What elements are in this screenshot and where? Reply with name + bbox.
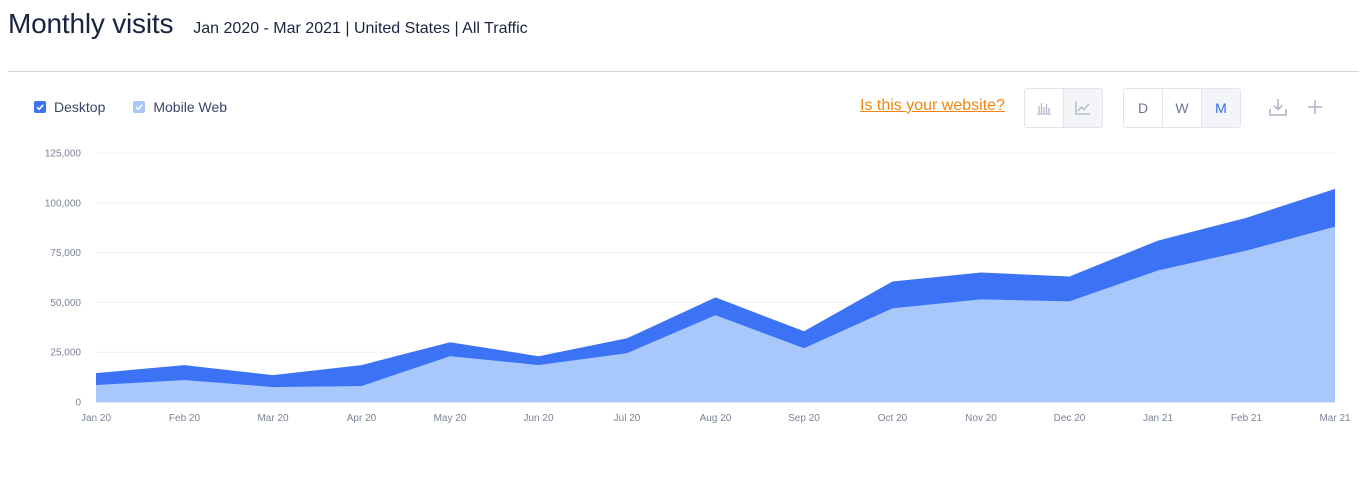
granularity-day-button[interactable]: D bbox=[1124, 89, 1162, 127]
chart-type-toggle bbox=[1024, 88, 1103, 128]
x-tick-label: Jun 20 bbox=[523, 413, 553, 424]
claim-website-link[interactable]: Is this your website? bbox=[860, 97, 1005, 114]
x-tick-label: May 20 bbox=[434, 413, 467, 424]
header-divider bbox=[8, 71, 1359, 72]
legend-label-desktop: Desktop bbox=[54, 99, 106, 115]
y-tick-label: 50,000 bbox=[50, 298, 81, 309]
x-tick-label: Jan 21 bbox=[1143, 413, 1173, 424]
x-tick-label: Feb 20 bbox=[169, 413, 201, 424]
y-tick-label: 25,000 bbox=[50, 348, 81, 359]
granularity-toggle: D W M bbox=[1123, 88, 1241, 128]
x-tick-label: Aug 20 bbox=[700, 413, 732, 424]
chart-legend: Desktop Mobile Web bbox=[34, 99, 255, 115]
x-tick-label: Dec 20 bbox=[1054, 413, 1086, 424]
legend-label-mobile-web: Mobile Web bbox=[153, 99, 228, 115]
y-tick-label: 125,000 bbox=[45, 149, 82, 160]
desktop-checkbox[interactable] bbox=[34, 101, 46, 113]
bar-chart-icon bbox=[1037, 103, 1051, 115]
x-tick-label: Mar 21 bbox=[1319, 413, 1351, 424]
download-icon bbox=[1269, 99, 1287, 116]
x-tick-label: Jan 20 bbox=[81, 413, 111, 424]
x-tick-label: Mar 20 bbox=[257, 413, 289, 424]
y-tick-label: 0 bbox=[75, 398, 81, 409]
header: Monthly visits Jan 2020 - Mar 2021 | Uni… bbox=[8, 8, 528, 40]
area-series-desktop[interactable] bbox=[96, 188, 1335, 388]
granularity-week-button[interactable]: W bbox=[1162, 89, 1201, 127]
x-tick-label: Jul 20 bbox=[614, 413, 641, 424]
x-tick-label: Feb 21 bbox=[1231, 413, 1263, 424]
x-tick-label: Apr 20 bbox=[347, 413, 377, 424]
legend-item-desktop[interactable]: Desktop bbox=[34, 99, 105, 115]
page-title: Monthly visits bbox=[8, 8, 174, 39]
mobile-web-checkbox[interactable] bbox=[133, 101, 146, 113]
y-tick-label: 75,000 bbox=[50, 248, 81, 259]
page-subtitle: Jan 2020 - Mar 2021 | United States | Al… bbox=[193, 20, 528, 37]
legend-item-mobile-web[interactable]: Mobile Web bbox=[133, 99, 227, 115]
plus-icon bbox=[1308, 100, 1322, 114]
y-tick-label: 100,000 bbox=[45, 198, 82, 209]
granularity-month-button[interactable]: M bbox=[1201, 89, 1240, 127]
bar-chart-button[interactable] bbox=[1025, 89, 1063, 127]
x-tick-label: Nov 20 bbox=[965, 413, 997, 424]
add-button[interactable] bbox=[1304, 96, 1326, 118]
download-button[interactable] bbox=[1267, 96, 1289, 118]
line-chart-icon bbox=[1075, 101, 1090, 115]
line-chart-button[interactable] bbox=[1063, 89, 1102, 127]
area-series-mobile-web[interactable] bbox=[96, 226, 1335, 402]
x-tick-label: Oct 20 bbox=[878, 413, 908, 424]
x-tick-label: Sep 20 bbox=[788, 413, 820, 424]
monthly-visits-chart: 0 25,000 50,000 75,000 100,000 125,000 Jan 20 F… bbox=[45, 149, 1351, 425]
